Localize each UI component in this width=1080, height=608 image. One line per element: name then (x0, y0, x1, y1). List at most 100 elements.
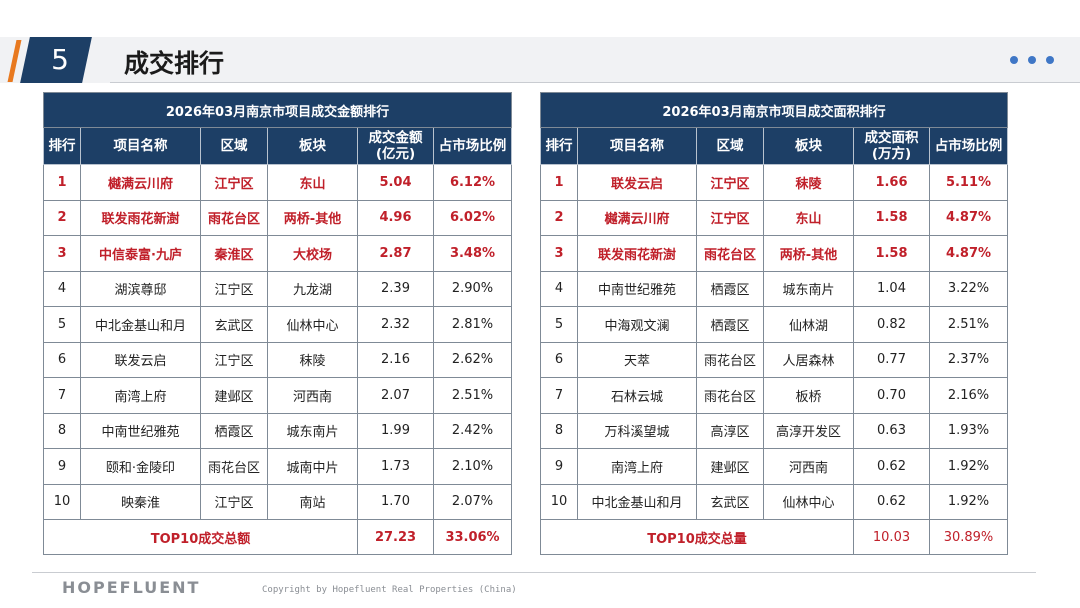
cell-district: 江宁区 (200, 164, 268, 201)
table-row: 8 中南世纪雅苑 栖霞区 城东南片 1.99 2.42% (43, 412, 513, 449)
cell-district: 雨花台区 (696, 377, 764, 414)
cell-project: 南湾上府 (577, 448, 697, 485)
cell-share: 2.16% (928, 377, 1009, 414)
cell-block: 南站 (267, 483, 358, 520)
cell-block: 高淳开发区 (763, 412, 854, 449)
cell-value: 1.99 (357, 412, 434, 449)
cell-value: 2.39 (357, 270, 434, 307)
table-row: 5 中海观文澜 栖霞区 仙林湖 0.82 2.51% (540, 306, 1009, 343)
cell-project: 映秦淮 (80, 483, 201, 520)
table-row: 10 映秦淮 江宁区 南站 1.70 2.07% (43, 483, 513, 520)
cell-project: 天萃 (577, 341, 697, 378)
col-header-rank: 排行 (43, 127, 81, 165)
cell-block: 城南中片 (267, 448, 358, 485)
cell-share: 2.51% (928, 306, 1009, 343)
cell-project: 颐和·金陵印 (80, 448, 201, 485)
col-header-share: 占市场比例 (928, 127, 1009, 165)
cell-value: 0.77 (853, 341, 930, 378)
table-row: 7 石林云城 雨花台区 板桥 0.70 2.16% (540, 377, 1009, 414)
cell-value: 2.32 (357, 306, 434, 343)
cell-project: 联发雨花新澍 (577, 235, 697, 272)
cell-block: 仙林中心 (763, 483, 854, 520)
cell-value: 1.04 (853, 270, 930, 307)
cell-value: 0.62 (853, 483, 930, 520)
cell-value: 2.87 (357, 235, 434, 272)
cell-value: 2.16 (357, 341, 434, 378)
cell-share: 3.48% (432, 235, 513, 272)
cell-district: 江宁区 (200, 483, 268, 520)
cell-share: 2.62% (432, 341, 513, 378)
col-header-share: 占市场比例 (432, 127, 513, 165)
col-header-project: 项目名称 (577, 127, 697, 165)
total-value: 27.23 (357, 519, 434, 555)
cell-rank: 8 (540, 412, 578, 449)
cell-project: 樾满云川府 (80, 164, 201, 201)
table-row: 1 联发云启 江宁区 秣陵 1.66 5.11% (540, 164, 1009, 201)
cell-project: 万科溪望城 (577, 412, 697, 449)
cell-rank: 5 (540, 306, 578, 343)
cell-share: 5.11% (928, 164, 1009, 201)
table-row: 4 湖滨尊邸 江宁区 九龙湖 2.39 2.90% (43, 270, 513, 307)
col-header-project: 项目名称 (80, 127, 201, 165)
cell-district: 江宁区 (200, 270, 268, 307)
cell-district: 秦淮区 (200, 235, 268, 272)
table-title: 2026年03月南京市项目成交面积排行 (539, 92, 1009, 128)
cell-value: 1.73 (357, 448, 434, 485)
cell-rank: 1 (540, 164, 578, 201)
company-logo: HOPEFLUENT (62, 578, 201, 597)
cell-block: 秣陵 (267, 341, 358, 378)
cell-rank: 3 (540, 235, 578, 272)
total-label: TOP10成交总量 (540, 519, 854, 555)
cell-share: 3.22% (928, 270, 1009, 307)
cell-value: 1.66 (853, 164, 930, 201)
cell-value: 2.07 (357, 377, 434, 414)
cell-rank: 2 (43, 199, 81, 236)
area-ranking-table: 2026年03月南京市项目成交面积排行 排行 项目名称 区域 板块 成交面积 (… (539, 92, 1009, 555)
cell-district: 江宁区 (200, 341, 268, 378)
cell-rank: 9 (540, 448, 578, 485)
table-row: 3 中信泰富·九庐 秦淮区 大校场 2.87 3.48% (43, 235, 513, 272)
cell-rank: 10 (43, 483, 81, 520)
cell-share: 1.93% (928, 412, 1009, 449)
col-header-district: 区域 (696, 127, 764, 165)
cell-block: 秣陵 (763, 164, 854, 201)
table-row: 2 联发雨花新澍 雨花台区 两桥-其他 4.96 6.02% (43, 199, 513, 236)
col-header-district: 区域 (200, 127, 268, 165)
cell-block: 两桥-其他 (763, 235, 854, 272)
page-title: 成交排行 (124, 49, 225, 78)
cell-share: 2.07% (432, 483, 513, 520)
cell-value: 0.63 (853, 412, 930, 449)
table-row: 4 中南世纪雅苑 栖霞区 城东南片 1.04 3.22% (540, 270, 1009, 307)
cell-share: 2.51% (432, 377, 513, 414)
amount-ranking-table: 2026年03月南京市项目成交金额排行 排行 项目名称 区域 板块 成交金额 (… (42, 92, 513, 555)
table-row: 7 南湾上府 建邺区 河西南 2.07 2.51% (43, 377, 513, 414)
cell-project: 联发云启 (577, 164, 697, 201)
cell-project: 樾满云川府 (577, 199, 697, 236)
cell-value: 0.82 (853, 306, 930, 343)
cell-rank: 4 (540, 270, 578, 307)
cell-rank: 8 (43, 412, 81, 449)
cell-project: 中北金基山和月 (80, 306, 201, 343)
cell-rank: 6 (540, 341, 578, 378)
cell-value: 1.58 (853, 199, 930, 236)
cell-rank: 2 (540, 199, 578, 236)
cell-share: 1.92% (928, 483, 1009, 520)
cell-rank: 1 (43, 164, 81, 201)
cell-block: 九龙湖 (267, 270, 358, 307)
table-row: 10 中北金基山和月 玄武区 仙林中心 0.62 1.92% (540, 483, 1009, 520)
cell-district: 玄武区 (696, 483, 764, 520)
cell-block: 河西南 (763, 448, 854, 485)
col-header-rank: 排行 (540, 127, 578, 165)
cell-district: 江宁区 (696, 199, 764, 236)
cell-value: 4.96 (357, 199, 434, 236)
cell-project: 中北金基山和月 (577, 483, 697, 520)
cell-rank: 6 (43, 341, 81, 378)
table-row: 9 颐和·金陵印 雨花台区 城南中片 1.73 2.10% (43, 448, 513, 485)
copyright-text: Copyright by Hopefluent Real Properties … (262, 585, 517, 595)
cell-value: 5.04 (357, 164, 434, 201)
cell-share: 2.37% (928, 341, 1009, 378)
cell-share: 2.10% (432, 448, 513, 485)
cell-block: 两桥-其他 (267, 199, 358, 236)
cell-district: 建邺区 (200, 377, 268, 414)
table-row: 8 万科溪望城 高淳区 高淳开发区 0.63 1.93% (540, 412, 1009, 449)
